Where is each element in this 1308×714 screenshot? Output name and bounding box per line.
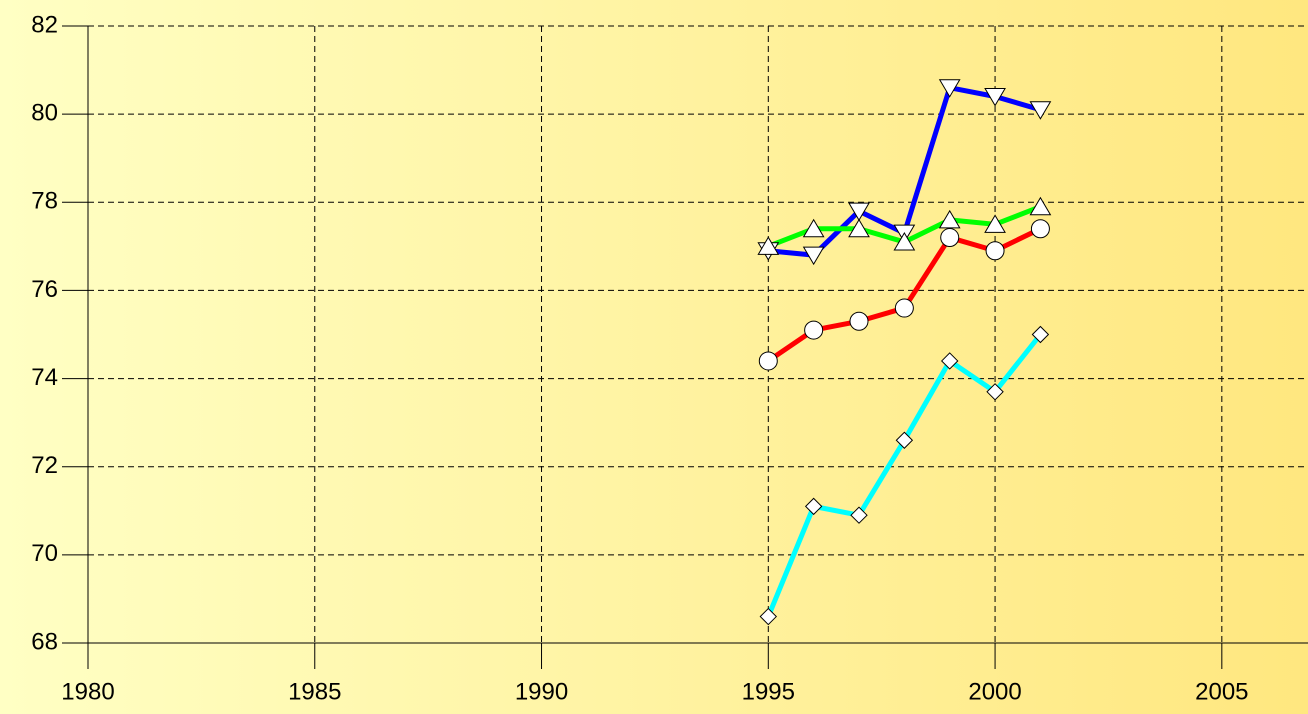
y-tick-label: 72 <box>31 452 58 479</box>
marker <box>938 79 961 98</box>
y-tick-label: 70 <box>31 540 58 567</box>
marker <box>802 246 825 266</box>
y-tick-label: 80 <box>31 99 58 126</box>
marker <box>985 241 1005 261</box>
marker <box>849 311 869 331</box>
marker <box>757 236 780 255</box>
marker <box>986 383 1004 401</box>
marker <box>1029 101 1052 120</box>
marker <box>848 218 870 238</box>
marker <box>848 202 870 222</box>
marker <box>984 214 1006 233</box>
marker <box>1029 196 1052 216</box>
y-tick-label: 74 <box>31 364 58 391</box>
marker <box>758 351 778 371</box>
x-tick-label: 1980 <box>61 678 114 705</box>
marker <box>804 320 824 340</box>
marker <box>893 231 916 251</box>
marker <box>895 431 914 449</box>
y-tick-label: 68 <box>31 628 58 655</box>
marker <box>938 209 961 229</box>
marker <box>941 352 959 370</box>
x-tick-label: 1990 <box>515 678 568 705</box>
y-tick-label: 76 <box>31 276 58 303</box>
marker <box>1031 325 1050 344</box>
x-tick-label: 2000 <box>968 678 1021 705</box>
x-tick-label: 1985 <box>288 678 341 705</box>
marker <box>984 88 1006 107</box>
marker <box>804 497 823 516</box>
marker <box>894 298 914 318</box>
y-tick-label: 82 <box>31 11 58 38</box>
x-tick-label: 2005 <box>1195 678 1248 705</box>
marker <box>802 218 825 238</box>
marker <box>759 607 778 626</box>
x-tick-label: 1995 <box>742 678 795 705</box>
marker <box>1030 219 1050 239</box>
marker <box>940 228 960 248</box>
marker <box>850 506 868 524</box>
y-tick-label: 78 <box>31 188 58 215</box>
